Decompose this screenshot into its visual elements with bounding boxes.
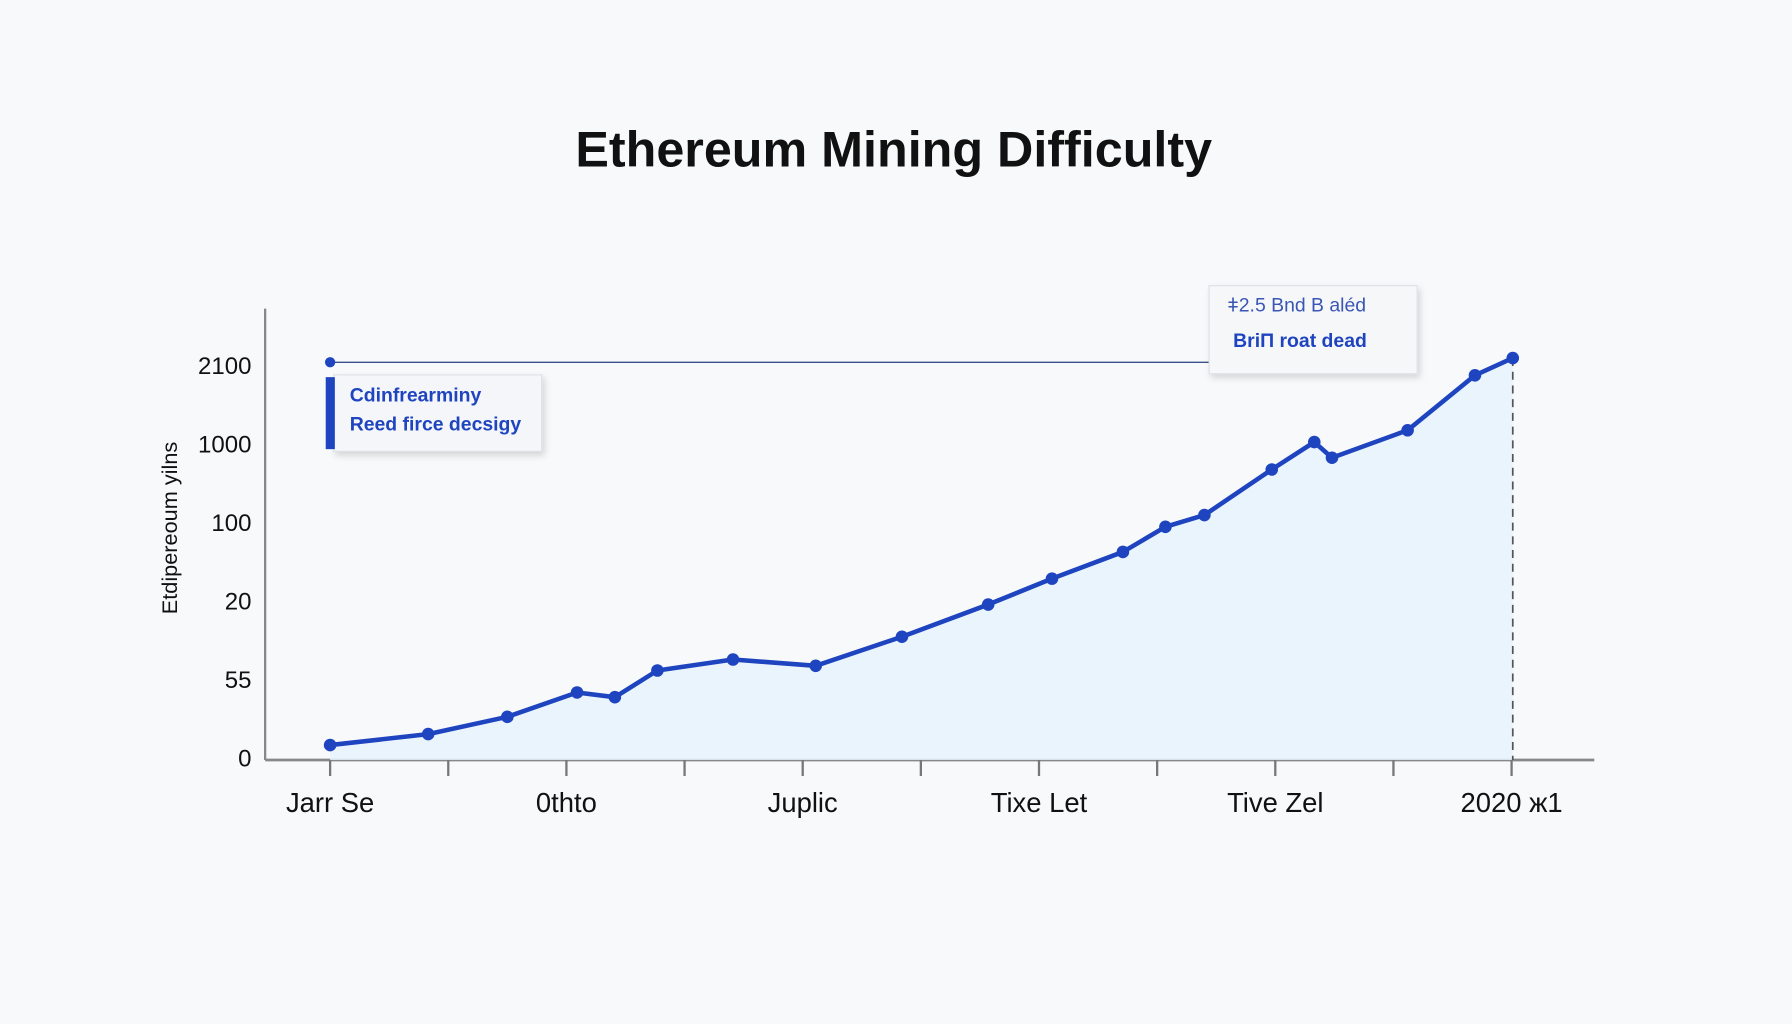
x-tick-label: Tixe Let	[991, 787, 1088, 818]
data-point	[895, 630, 909, 644]
data-point	[809, 659, 822, 673]
callout-text: ǂ2.5 Bnd B aléd	[1227, 294, 1366, 316]
y-tick-label: 0	[238, 745, 251, 772]
data-point	[726, 653, 740, 666]
y-tick-label: 100	[211, 510, 251, 537]
data-point	[1198, 508, 1211, 522]
data-point	[1159, 520, 1172, 534]
data-point	[570, 686, 584, 699]
data-point	[1401, 423, 1414, 437]
area-fill	[330, 358, 1513, 760]
data-point	[1325, 451, 1339, 465]
data-point	[608, 690, 622, 704]
data-point	[981, 598, 995, 611]
x-tick-label: Jarr Se	[286, 787, 374, 818]
y-tick-label: 20	[225, 588, 252, 615]
legend-label: Cdinfrearminy	[350, 385, 482, 407]
x-tick-label: Tive Zel	[1227, 787, 1323, 818]
data-point	[1506, 351, 1520, 365]
plot-area: 0 55 20 100 1000 2100 Jarr Se 0thto Juplic Tixe L…	[198, 308, 1595, 818]
data-point	[1307, 435, 1321, 449]
data-point	[421, 727, 435, 741]
legend-box	[333, 374, 543, 452]
data-point	[323, 738, 337, 752]
y-axis-label: Etdipereoum yilns	[157, 442, 182, 615]
y-tick-label: 2100	[198, 353, 251, 380]
legend-label: Reed firce decsigy	[350, 413, 522, 435]
callout: ǂ2.5 Bnd B aléd BriΠ roat dead	[1208, 285, 1418, 375]
y-tick-label: 55	[225, 667, 252, 694]
chart-title: Ethereum Mining Difficulty	[575, 120, 1212, 177]
data-point	[651, 664, 664, 677]
callout-box	[1208, 285, 1418, 375]
callout-text: BriΠ roat dead	[1233, 330, 1367, 352]
data-point	[1468, 369, 1482, 382]
x-tick-label: 2020 ж1	[1460, 787, 1562, 818]
legend-swatch	[325, 377, 335, 450]
data-point	[1045, 572, 1059, 585]
data-point	[1265, 463, 1279, 476]
x-tick-label: 0thto	[536, 787, 597, 818]
legend: Cdinfrearminy Reed firce decsigy	[325, 374, 543, 452]
x-tick-label: Juplic	[768, 787, 838, 818]
reference-dot	[324, 357, 336, 368]
data-point	[501, 710, 514, 724]
y-tick-label: 1000	[198, 431, 251, 458]
data-point	[1116, 545, 1130, 559]
